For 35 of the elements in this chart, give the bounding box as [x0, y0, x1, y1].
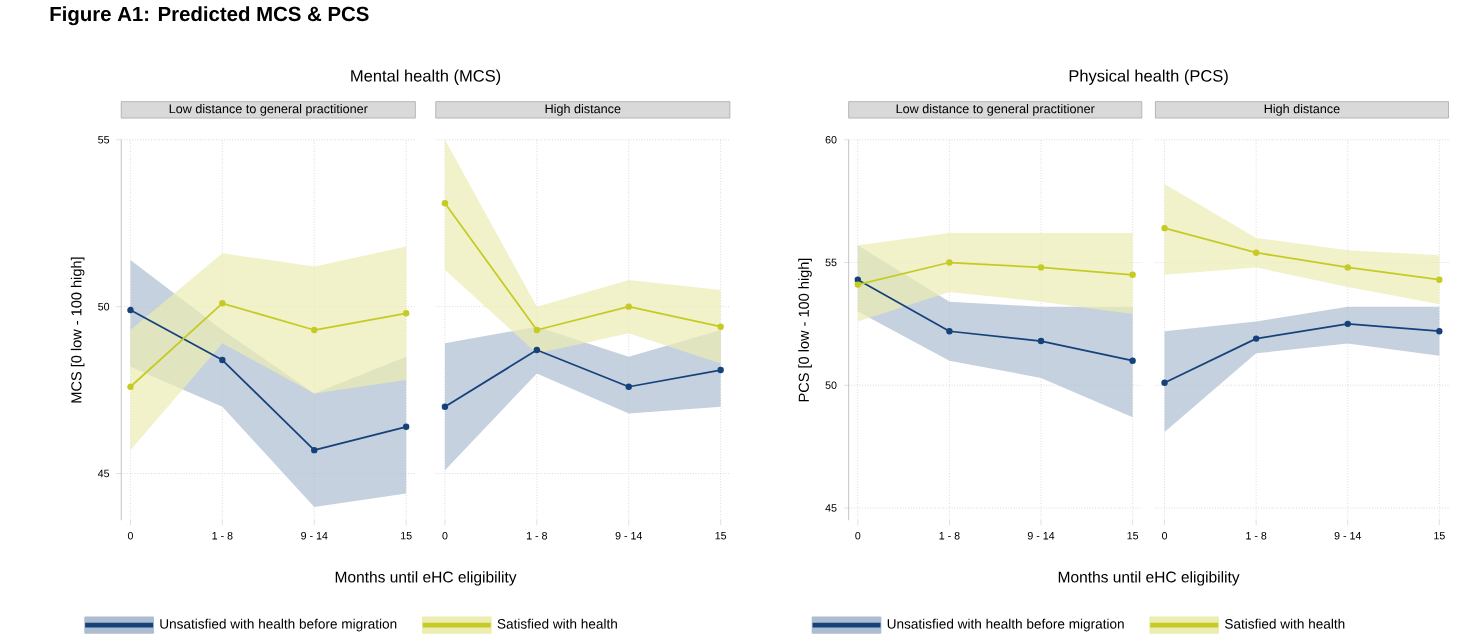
- caption: Figure A1: Predicted MCS & PCS: [50, 5, 369, 25]
- point: [127, 306, 134, 313]
- point: [1161, 379, 1168, 386]
- chart-title: Mental health (MCS): [351, 69, 501, 85]
- point: [1344, 263, 1351, 271]
- point: [402, 309, 410, 317]
- point: [441, 199, 449, 207]
- point: [402, 423, 410, 430]
- point: [625, 383, 632, 390]
- point: [946, 259, 953, 266]
- point: [1129, 271, 1136, 278]
- point: [219, 299, 226, 307]
- point: [625, 303, 632, 310]
- point: [1436, 276, 1443, 283]
- point: [717, 323, 724, 330]
- point: [441, 403, 449, 410]
- point: [1129, 357, 1136, 364]
- chart-title: Physical health (PCS): [1069, 69, 1228, 85]
- point: [127, 383, 134, 390]
- point: [1161, 224, 1168, 232]
- point: [854, 281, 862, 288]
- point: [1252, 249, 1260, 256]
- point: [1436, 327, 1443, 335]
- point: [311, 326, 318, 333]
- point: [946, 327, 953, 335]
- point: [854, 276, 862, 283]
- point: [717, 366, 724, 373]
- point: [1037, 263, 1045, 271]
- point: [1252, 335, 1260, 342]
- point: [1344, 320, 1351, 327]
- point: [533, 346, 541, 353]
- point: [311, 446, 318, 454]
- point: [533, 326, 541, 333]
- point: [1037, 337, 1045, 344]
- point: [219, 356, 226, 363]
